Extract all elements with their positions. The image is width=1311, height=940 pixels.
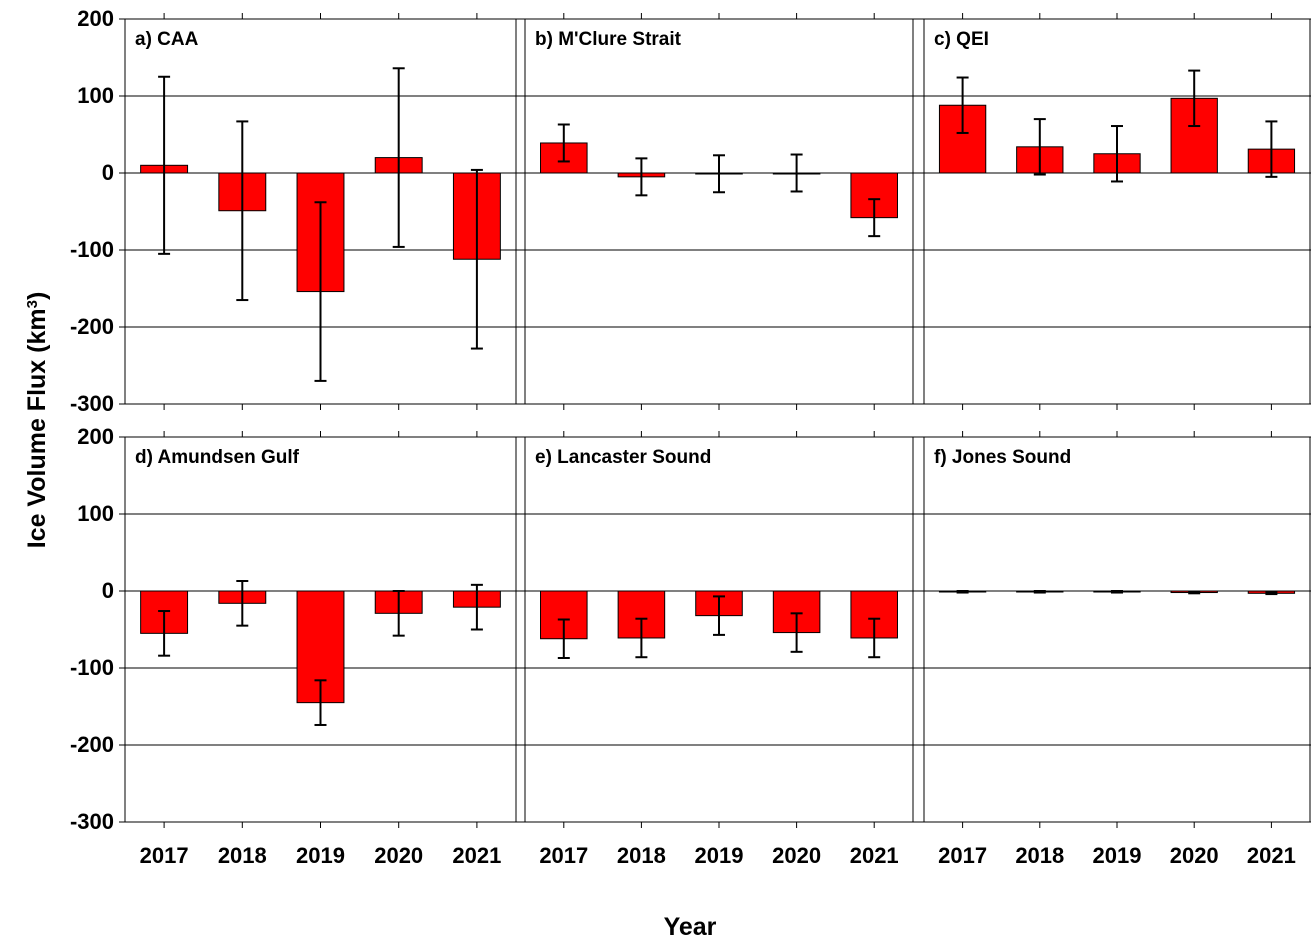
y-tick-label: -300	[70, 809, 114, 834]
y-tick-label: -100	[70, 655, 114, 680]
x-tick-label: 2018	[218, 843, 267, 868]
panel-frame	[923, 18, 1311, 405]
x-tick-label: 2018	[1015, 843, 1064, 868]
x-tick-label: 2017	[140, 843, 189, 868]
x-axis-title: Year	[664, 913, 717, 940]
y-tick-label: -100	[70, 237, 114, 262]
y-tick-label: -200	[70, 314, 114, 339]
x-tick-label: 2020	[374, 843, 423, 868]
x-tick-label: 2018	[617, 843, 666, 868]
y-tick-label: 200	[77, 6, 114, 31]
panels: 200 100 0 -100 -200 -300 a) CAA b) M'Clure Stra…	[70, 6, 1311, 868]
y-axis-title-close: )	[23, 292, 51, 300]
y-tick-label: 200	[77, 424, 114, 449]
x-tick-label: 2021	[1247, 843, 1296, 868]
panel: 2017 2018 2019 2020 2021 f) Jones Sound	[918, 431, 1311, 868]
y-tick-label: 0	[102, 578, 114, 603]
panel: c) QEI	[918, 13, 1311, 410]
y-tick-label: 100	[77, 501, 114, 526]
panel-title: b) M'Clure Strait	[535, 29, 682, 50]
panel-title: d) Amundsen Gulf	[135, 447, 300, 468]
y-axis-title-text: Ice Volume Flux (km	[23, 308, 51, 548]
x-tick-label: 2020	[772, 843, 821, 868]
x-tick-label: 2019	[1093, 843, 1142, 868]
x-tick-label: 2021	[850, 843, 899, 868]
y-axis-title: Ice Volume Flux (km3)	[23, 292, 51, 549]
x-tick-label: 2020	[1170, 843, 1219, 868]
x-tick-label: 2017	[539, 843, 588, 868]
panel: 200 100 0 -100 -200 -300 2017 2018 2019 2020 2021 d…	[70, 424, 522, 868]
y-tick-label: -300	[70, 391, 114, 416]
x-tick-label: 2021	[452, 843, 501, 868]
panel-frame	[923, 436, 1311, 823]
panel: 200 100 0 -100 -200 -300 a) CAA	[70, 6, 522, 416]
x-tick-label: 2019	[695, 843, 744, 868]
y-tick-label: 0	[102, 160, 114, 185]
panel-title: a) CAA	[135, 29, 199, 50]
x-tick-label: 2019	[296, 843, 345, 868]
panel-title: c) QEI	[934, 29, 989, 50]
panel: 2017 2018 2019 2020 2021 e) Lancaster Sound	[519, 431, 919, 868]
panel: b) M'Clure Strait	[519, 13, 919, 410]
y-axis-title-sup: 3	[24, 300, 41, 308]
panel-title: e) Lancaster Sound	[535, 447, 711, 468]
y-tick-label: -200	[70, 732, 114, 757]
panel-title: f) Jones Sound	[934, 447, 1071, 468]
x-tick-label: 2017	[938, 843, 987, 868]
y-tick-label: 100	[77, 83, 114, 108]
